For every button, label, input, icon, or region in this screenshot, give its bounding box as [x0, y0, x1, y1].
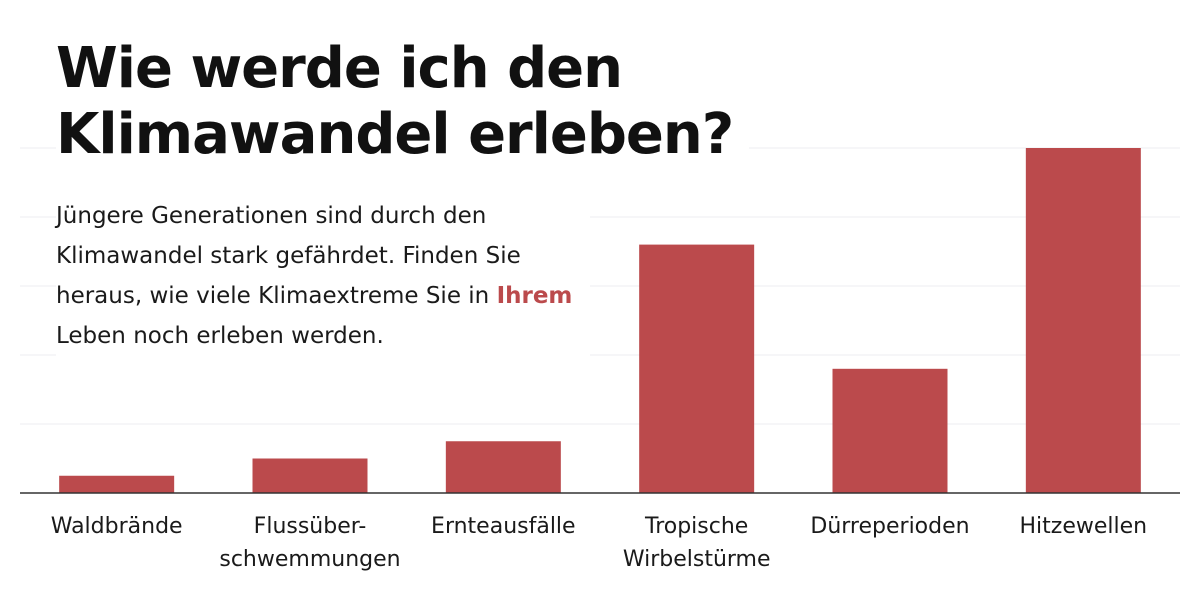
bar — [445, 441, 561, 493]
x-tick-label: Waldbrände — [51, 514, 183, 539]
title-line-1: Wie werde ich den — [56, 36, 623, 101]
bar — [832, 368, 948, 493]
intro-text-part1: Jüngere Generationen sind durch den Klim… — [56, 203, 521, 309]
x-tick-labels: Waldbrände Flussüber-schwemmungen Ernteaus… — [51, 514, 1147, 572]
x-tick-label: Tropische Wirbelstürme — [623, 514, 771, 572]
intro-text: Jüngere Generationen sind durch den Klim… — [56, 196, 590, 356]
title-line-2: Klimawandel erleben? — [56, 102, 734, 167]
x-tick-label: Ernteausfälle — [431, 514, 576, 539]
bar — [252, 458, 368, 493]
x-tick-label: Hitzewellen — [1020, 514, 1148, 539]
x-tick-label: Flussüber-schwemmungen — [219, 514, 400, 572]
bars — [59, 148, 1141, 493]
intro-text-part2: Leben noch erleben werden. — [56, 323, 384, 349]
page-title: Wie werde ich den Klimawandel erleben? — [56, 36, 750, 168]
bar — [1025, 148, 1141, 493]
intro-highlight: Ihrem — [496, 283, 573, 309]
bar — [59, 475, 175, 493]
bar — [639, 244, 755, 493]
x-tick-label: Dürreperioden — [810, 514, 969, 539]
